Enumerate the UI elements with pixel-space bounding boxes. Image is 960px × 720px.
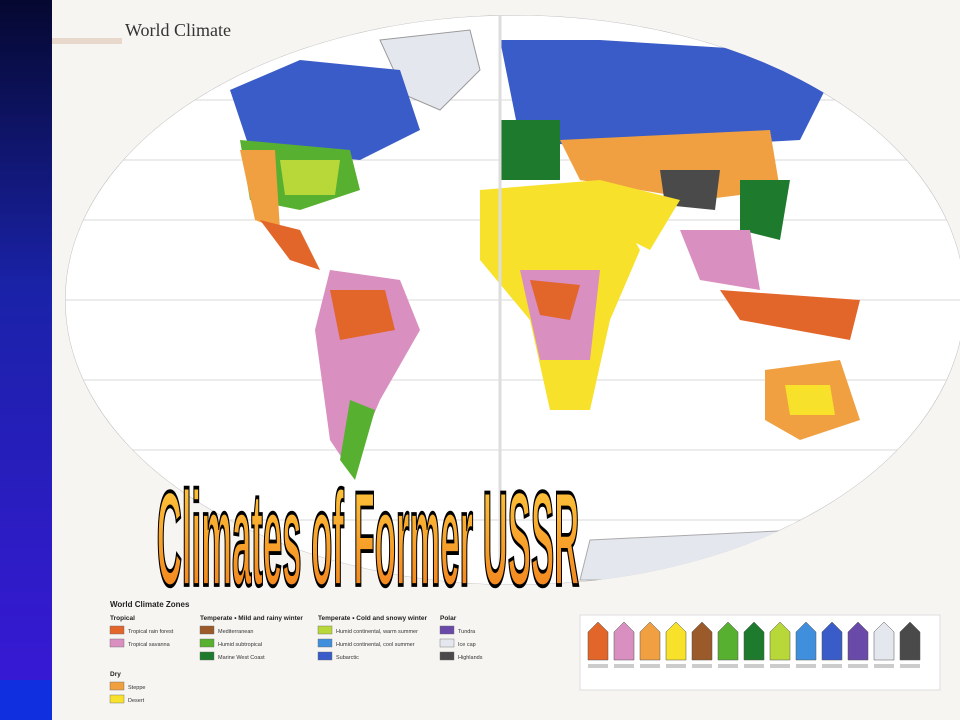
world-map <box>65 15 960 585</box>
legend-label: Desert <box>128 698 145 704</box>
legend-swatch <box>109 625 125 635</box>
legend-title: World Climate Zones <box>110 600 190 609</box>
climate-graph <box>795 621 817 661</box>
climate-graph <box>821 621 843 661</box>
legend-label: Tropical rain forest <box>128 629 174 635</box>
legend-label: Tundra <box>458 629 476 635</box>
legend-group: Dry <box>110 671 121 678</box>
legend-label: Ice cap <box>458 642 476 648</box>
legend-swatch <box>439 625 455 635</box>
legend-label: Highlands <box>458 655 483 661</box>
legend-swatch <box>109 694 125 704</box>
slide-title: Climates of Former USSR <box>157 463 579 614</box>
climate-graphs <box>579 614 941 691</box>
climate-graph <box>691 621 713 661</box>
climate-graph-base <box>848 664 868 668</box>
climate-graph <box>899 621 921 661</box>
climate-graph <box>613 621 635 661</box>
legend-swatch <box>317 651 333 661</box>
climate-graph <box>717 621 739 661</box>
climate-graph-base <box>692 664 712 668</box>
map-title: World Climate <box>125 20 231 40</box>
legend-swatch <box>109 638 125 648</box>
legend-swatch <box>317 625 333 635</box>
legend-label: Tropical savanna <box>128 642 171 648</box>
side-bar-foot <box>0 680 52 720</box>
legend-label: Mediterranean <box>218 629 253 635</box>
climate-graph <box>665 621 687 661</box>
climate-graph-base <box>796 664 816 668</box>
legend-label: Marine West Coast <box>218 655 265 661</box>
legend-swatch <box>199 638 215 648</box>
legend-group: Temperate • Cold and snowy winter <box>318 615 428 622</box>
climate-graph <box>847 621 869 661</box>
climate-graph-base <box>900 664 920 668</box>
climate-graph-base <box>718 664 738 668</box>
side-bar <box>0 0 52 720</box>
legend-label: Humid continental, warm summer <box>336 629 418 635</box>
climate-graph-base <box>822 664 842 668</box>
climate-graph-base <box>666 664 686 668</box>
climate-graph-base <box>874 664 894 668</box>
legend-group: Polar <box>440 615 457 622</box>
climate-graph <box>639 621 661 661</box>
climate-graph <box>743 621 765 661</box>
legend-swatch <box>199 651 215 661</box>
climate-graph-base <box>770 664 790 668</box>
climate-graph-base <box>640 664 660 668</box>
legend-swatch <box>439 651 455 661</box>
climate-graph <box>873 621 895 661</box>
legend-swatch <box>199 625 215 635</box>
climate-graph-base <box>588 664 608 668</box>
legend-swatch <box>109 681 125 691</box>
legend-swatch <box>317 638 333 648</box>
legend-label: Humid continental, cool summer <box>336 642 415 648</box>
climate-graph <box>587 621 609 661</box>
legend-swatch <box>439 638 455 648</box>
legend-label: Subarctic <box>336 655 359 661</box>
legend-label: Steppe <box>128 685 145 691</box>
legend-label: Humid subtropical <box>218 642 262 648</box>
legend-group: Temperate • Mild and rainy winter <box>200 615 303 622</box>
climate-graph-base <box>744 664 764 668</box>
page-tab <box>52 38 122 44</box>
legend-group: Tropical <box>110 615 135 622</box>
climate-graph-base <box>614 664 634 668</box>
climate-graph <box>769 621 791 661</box>
